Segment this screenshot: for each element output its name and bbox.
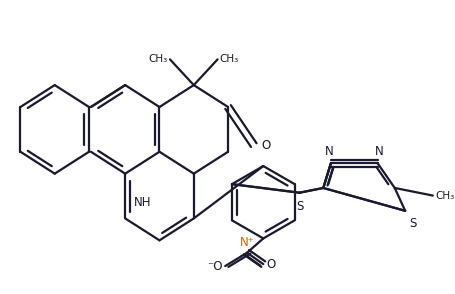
Text: N: N (324, 146, 334, 158)
Text: O: O (266, 258, 275, 271)
Text: S: S (409, 216, 416, 230)
Text: NH: NH (134, 196, 151, 209)
Text: CH₃: CH₃ (149, 54, 168, 64)
Text: S: S (296, 200, 303, 213)
Text: N: N (375, 146, 384, 158)
Text: CH₃: CH₃ (219, 54, 239, 64)
Text: ⁻O: ⁻O (207, 260, 222, 273)
Text: O: O (261, 138, 271, 152)
Text: CH₃: CH₃ (436, 191, 455, 201)
Text: N⁺: N⁺ (240, 236, 254, 249)
